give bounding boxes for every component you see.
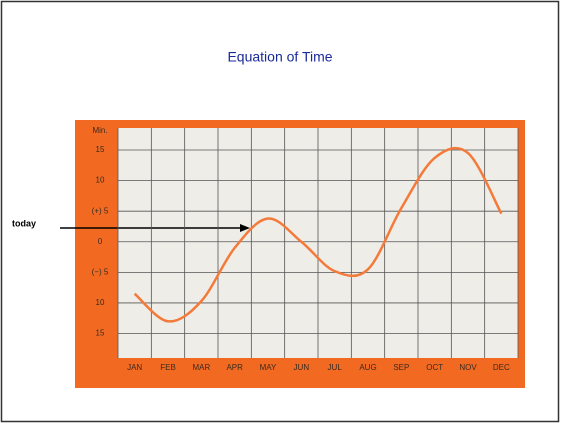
- y-tick-label: 10: [96, 176, 105, 185]
- x-tick-label: MAR: [192, 363, 210, 372]
- x-tick-label: JUL: [328, 363, 343, 372]
- y-tick-label: (+) 5: [92, 206, 109, 215]
- x-tick-label: FEB: [160, 363, 176, 372]
- y-tick-label: 15: [96, 329, 105, 338]
- x-tick-label: SEP: [393, 363, 409, 372]
- x-tick-label: APR: [226, 363, 243, 372]
- y-axis-label: Min.: [92, 126, 107, 135]
- y-tick-label: (−) 5: [92, 267, 109, 276]
- x-tick-label: NOV: [459, 363, 477, 372]
- x-tick-label: JAN: [127, 363, 142, 372]
- y-tick-label: 15: [96, 145, 105, 154]
- y-tick-label: 0: [98, 237, 103, 246]
- x-tick-label: MAY: [260, 363, 277, 372]
- y-tick-label: 10: [96, 298, 105, 307]
- x-tick-label: DEC: [493, 363, 510, 372]
- x-tick-label: JUN: [294, 363, 310, 372]
- x-tick-label: OCT: [426, 363, 443, 372]
- line-series: [133, 146, 503, 323]
- annotation: today: [12, 218, 36, 228]
- chart-title: Equation of Time: [227, 49, 332, 65]
- annotation-arrowhead: [240, 224, 250, 232]
- x-tick-label: AUG: [359, 363, 376, 372]
